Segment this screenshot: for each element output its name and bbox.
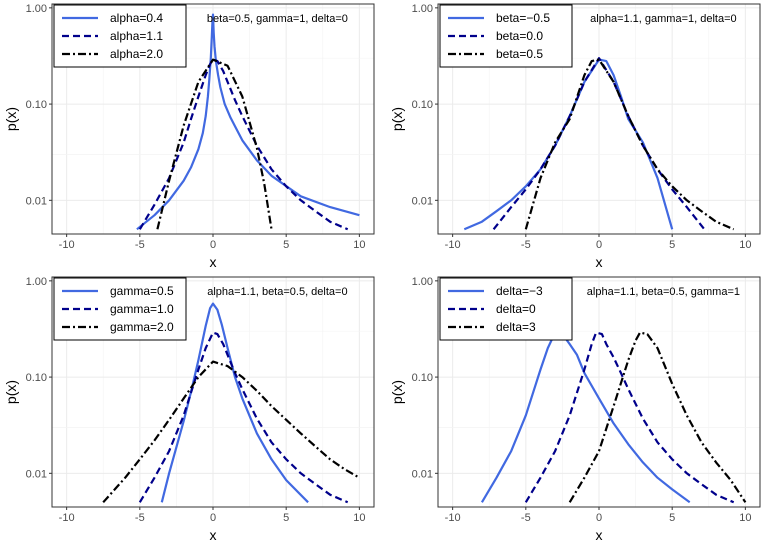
legend-label: gamma=0.5: [110, 284, 174, 298]
x-tick-label: -5: [521, 239, 531, 251]
legend-label: alpha=0.4: [110, 11, 163, 25]
x-tick-label: 10: [353, 512, 365, 524]
y-axis-ticks: 0.01 0.10 1.00: [412, 3, 438, 207]
x-tick-label: 10: [739, 512, 751, 524]
y-axis-label: p(x): [389, 107, 405, 131]
y-tick-label: 1.00: [26, 276, 47, 288]
grid: [52, 4, 374, 234]
y-tick-label: 0.10: [412, 372, 433, 384]
series-line-alpha=1.1: [138, 58, 349, 231]
y-tick-label: 1.00: [26, 3, 47, 15]
x-tick-label: -10: [445, 512, 461, 524]
panel-alpha: -10 -5 0 5 10 0.01 0.10 1.00 x p(x) beta=0.5, …: [3, 3, 375, 270]
x-axis-ticks: -10 -5 0 5 10: [59, 234, 365, 251]
panel-beta: -10 -5 0 5 10 0.01 0.10 1.00 x p(x) alpha=1.1,…: [389, 3, 761, 270]
legend: gamma=0.5 gamma=1.0 gamma=2.0: [53, 277, 187, 341]
parameter-annotation: alpha=1.1, beta=0.5, gamma=1: [587, 286, 740, 298]
x-tick-label: -10: [445, 239, 461, 251]
legend: alpha=0.4 alpha=1.1 alpha=2.0: [53, 4, 187, 68]
series-line-delta=0: [524, 331, 735, 504]
parameter-annotation: beta=0.5, gamma=1, delta=0: [207, 13, 348, 25]
series-line-delta=−3: [480, 331, 691, 504]
x-axis-label: x: [596, 254, 603, 270]
y-tick-label: 1.00: [412, 276, 433, 288]
x-axis-label: x: [210, 527, 217, 543]
x-tick-label: -5: [521, 512, 531, 524]
series-lines: [102, 302, 360, 504]
x-tick-label: 0: [210, 512, 216, 524]
series-line-alpha=0.4: [136, 13, 360, 231]
x-axis-ticks: -10 -5 0 5 10: [59, 507, 365, 524]
x-tick-label: -5: [135, 512, 145, 524]
legend-box: [53, 277, 187, 341]
series-lines: [136, 13, 360, 231]
y-tick-label: 0.10: [26, 372, 47, 384]
series-line-gamma=1.0: [138, 331, 349, 504]
y-tick-label: 0.10: [412, 99, 433, 111]
series-line-delta=3: [568, 331, 747, 503]
legend-label: alpha=1.1: [110, 29, 163, 43]
legend-label: beta=−0.5: [496, 11, 550, 25]
series-line-gamma=2.0: [102, 360, 360, 504]
x-tick-label: 10: [739, 239, 751, 251]
x-tick-label: 0: [596, 239, 602, 251]
x-tick-label: 5: [669, 512, 675, 524]
legend-label: gamma=2.0: [110, 320, 174, 334]
x-tick-label: 5: [669, 239, 675, 251]
y-axis-ticks: 0.01 0.10 1.00: [26, 3, 52, 207]
x-tick-label: -10: [59, 512, 75, 524]
y-axis-label: p(x): [3, 107, 19, 131]
legend-label: delta=0: [496, 302, 536, 316]
series-lines: [480, 331, 747, 504]
x-axis-ticks: -10 -5 0 5 10: [445, 234, 751, 251]
y-tick-label: 0.10: [26, 99, 47, 111]
series-line-alpha=2.0: [156, 58, 273, 230]
legend: beta=−0.5 beta=0.0 beta=0.5: [439, 4, 573, 68]
legend-label: beta=0.5: [496, 47, 543, 61]
y-axis-ticks: 0.01 0.10 1.00: [26, 276, 52, 480]
x-tick-label: 5: [283, 512, 289, 524]
y-tick-label: 0.01: [26, 468, 47, 480]
y-axis-label: p(x): [3, 380, 19, 404]
legend-label: alpha=2.0: [110, 47, 163, 61]
y-axis-label: p(x): [389, 380, 405, 404]
x-tick-label: 10: [353, 239, 365, 251]
y-tick-label: 0.01: [26, 195, 47, 207]
x-tick-label: 0: [596, 512, 602, 524]
legend-label: gamma=1.0: [110, 302, 174, 316]
series-line-beta=0.0: [492, 57, 706, 230]
legend-label: beta=0.0: [496, 29, 543, 43]
panel-gamma: -10 -5 0 5 10 0.01 0.10 1.00 x p(x) alpha=1.1,…: [3, 276, 375, 543]
y-tick-label: 0.01: [412, 195, 433, 207]
y-tick-label: 0.01: [412, 468, 433, 480]
y-tick-label: 1.00: [412, 3, 433, 15]
x-tick-label: -5: [135, 239, 145, 251]
x-axis-label: x: [210, 254, 217, 270]
parameter-annotation: alpha=1.1, gamma=1, delta=0: [590, 13, 736, 25]
y-axis-ticks: 0.01 0.10 1.00: [412, 276, 438, 480]
x-axis-label: x: [596, 527, 603, 543]
parameter-annotation: alpha=1.1, beta=0.5, delta=0: [207, 286, 347, 298]
series-lines: [463, 57, 735, 231]
panel-delta: -10 -5 0 5 10 0.01 0.10 1.00 x p(x) alpha=1.1,…: [389, 276, 761, 543]
legend-label: delta=3: [496, 320, 536, 334]
legend-label: delta=−3: [496, 284, 543, 298]
x-axis-ticks: -10 -5 0 5 10: [445, 507, 751, 524]
x-tick-label: 0: [210, 239, 216, 251]
legend: delta=−3 delta=0 delta=3: [439, 277, 573, 341]
grid: [438, 277, 760, 507]
x-tick-label: -10: [59, 239, 75, 251]
x-tick-label: 5: [283, 239, 289, 251]
